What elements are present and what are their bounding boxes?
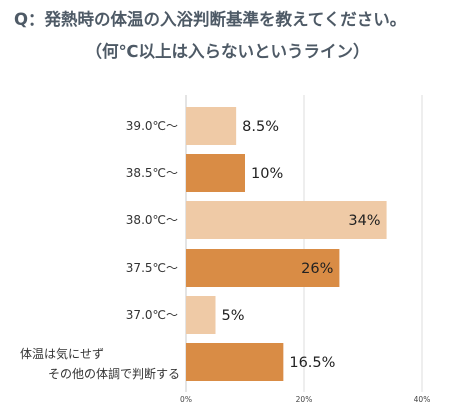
x-tick-label: 40%: [414, 395, 431, 404]
data-label: 26%: [301, 261, 333, 277]
category-label: 39.0℃～: [126, 119, 178, 133]
data-label: 16.5%: [289, 355, 335, 371]
chart-title-line2: （何℃以上は入らないというライン）: [85, 42, 370, 61]
bar: [186, 201, 387, 239]
x-tick-label: 20%: [296, 395, 313, 404]
bar: [186, 343, 284, 381]
category-label: 37.0℃～: [126, 308, 178, 322]
x-tick-label: 0%: [180, 395, 192, 404]
bar: [186, 249, 340, 287]
data-label: 10%: [251, 166, 283, 182]
data-label: 8.5%: [242, 119, 279, 135]
data-label: 34%: [348, 213, 380, 229]
category-label: 38.5℃～: [126, 166, 178, 180]
bar: [186, 154, 245, 192]
category-label: その他の体調で判断する: [48, 366, 180, 381]
chart-title-line1: Q：発熱時の体温の入浴判断基準を教えてください。: [14, 10, 407, 29]
category-label: 体温は気にせず: [20, 346, 104, 361]
category-label: 38.0℃～: [126, 213, 178, 227]
bar: [186, 296, 216, 334]
data-label: 5%: [222, 308, 245, 324]
category-label: 37.5℃～: [126, 261, 178, 275]
bar: [186, 107, 237, 145]
